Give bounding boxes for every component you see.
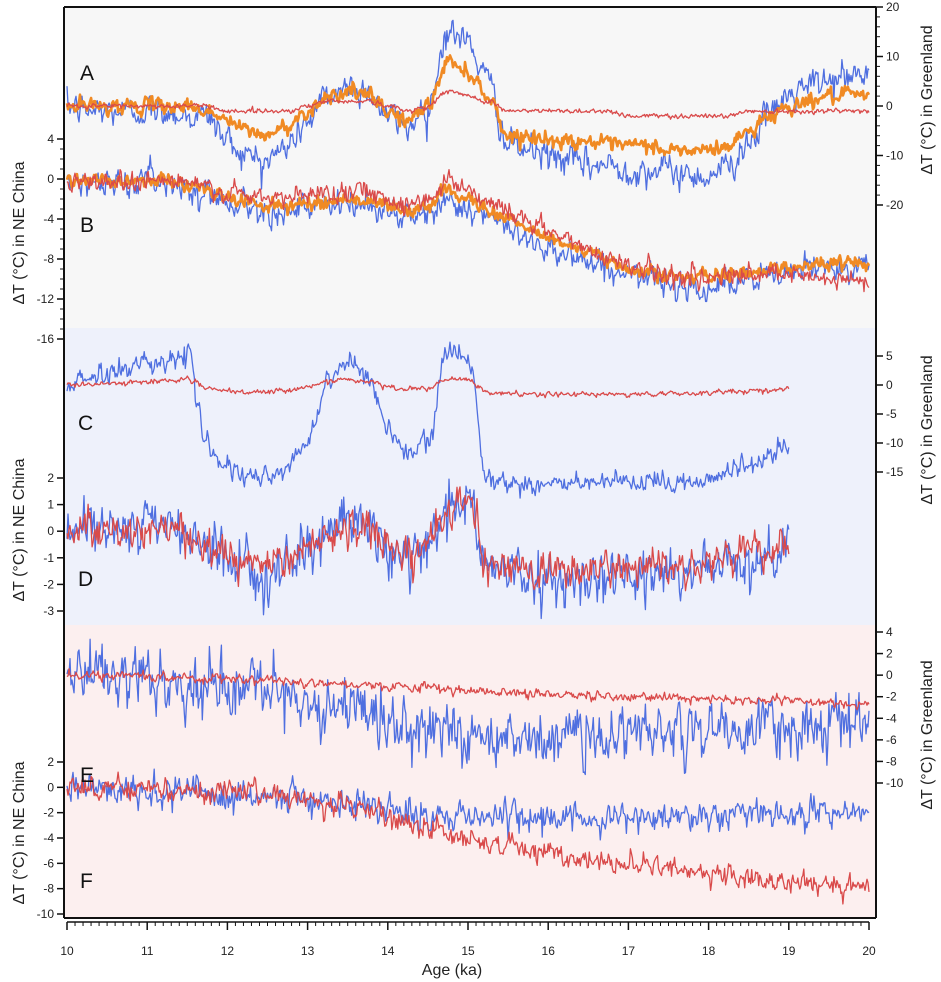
- right-tick-label-ef: 2: [886, 647, 893, 661]
- x-tick-label: 18: [702, 944, 716, 958]
- left-tick-label-ef: -4: [43, 831, 54, 845]
- right-tick-label-ef: -2: [886, 690, 897, 704]
- series-line-b-blue: [66, 154, 870, 303]
- series-line-b-red: [66, 168, 870, 293]
- left-tick-label-ef: -6: [43, 856, 54, 870]
- right-tick-label-ef: -8: [886, 754, 897, 768]
- left-tick-label-ab: -16: [37, 332, 55, 346]
- x-tick-label: 13: [301, 944, 315, 958]
- right-axis-title-ef: ΔT (°C) in Greenland: [919, 660, 936, 809]
- right-tick-label-cd: 5: [886, 349, 893, 363]
- right-tick-label-cd: -5: [886, 407, 897, 421]
- x-tick-label: 10: [60, 944, 74, 958]
- x-axis-title: Age (ka): [422, 962, 482, 979]
- section-background-cd: [64, 328, 876, 625]
- series-line-a-red: [66, 89, 870, 120]
- panel-label-b: B: [80, 214, 94, 237]
- left-tick-label-ef: -2: [43, 806, 54, 820]
- left-tick-label-cd: -3: [43, 604, 54, 618]
- x-tick-label: 12: [221, 944, 235, 958]
- right-tick-label-ef: -4: [886, 711, 897, 725]
- series-line-c-red: [66, 375, 790, 399]
- left-tick-label-ab: 0: [47, 172, 54, 186]
- section-background-ef: [64, 625, 876, 918]
- left-tick-label-cd: -2: [43, 577, 54, 591]
- left-tick-label-cd: 0: [47, 524, 54, 538]
- x-tick-label: 20: [862, 944, 876, 958]
- left-tick-label-cd: 1: [47, 498, 54, 512]
- left-tick-label-ab: 4: [47, 132, 54, 146]
- right-tick-label-ab: -10: [886, 149, 904, 163]
- left-axis-title-cd: ΔT (°C) in NE China: [11, 458, 28, 601]
- series-line-e-red: [66, 668, 870, 711]
- x-tick-label: 17: [622, 944, 636, 958]
- panel-label-e: E: [80, 764, 94, 787]
- right-tick-label-cd: -10: [886, 436, 904, 450]
- panel-label-d: D: [78, 568, 93, 591]
- left-tick-label-ef: 0: [47, 780, 54, 794]
- left-tick-label-ab: -8: [43, 252, 54, 266]
- right-tick-label-cd: -15: [886, 465, 904, 479]
- x-tick-label: 19: [782, 944, 796, 958]
- panel-label-a: A: [80, 62, 94, 85]
- x-tick-label: 16: [542, 944, 556, 958]
- panel-label-f: F: [80, 870, 93, 893]
- left-tick-label-cd: 2: [47, 471, 54, 485]
- right-tick-label-ab: 20: [886, 0, 900, 14]
- left-axis-title-ab: ΔT (°C) in NE China: [11, 161, 28, 304]
- right-axis-title-cd: ΔT (°C) in Greenland: [919, 355, 936, 504]
- right-tick-label-ab: 10: [886, 50, 900, 64]
- right-tick-label-ab: 0: [886, 99, 893, 113]
- x-tick-label: 15: [461, 944, 475, 958]
- left-tick-label-ab: -4: [43, 212, 54, 226]
- panel-label-c: C: [78, 412, 93, 435]
- right-tick-label-ef: 4: [886, 625, 893, 639]
- series-line-c-blue: [66, 341, 790, 499]
- left-tick-label-ef: 2: [47, 755, 54, 769]
- left-tick-label-cd: -1: [43, 551, 54, 565]
- right-tick-label-cd: 0: [886, 378, 893, 392]
- right-tick-label-ef: -6: [886, 733, 897, 747]
- series-line-a-orange: [65, 54, 871, 157]
- left-tick-label-ef: -8: [43, 882, 54, 896]
- right-tick-label-ef: 0: [886, 668, 893, 682]
- series-line-e-blue: [66, 638, 870, 776]
- left-tick-label-ef: -10: [37, 907, 55, 921]
- right-axis-title-ab: ΔT (°C) in Greenland: [919, 25, 936, 174]
- left-tick-label-ab: -12: [37, 292, 55, 306]
- right-tick-label-ef: -10: [886, 776, 904, 790]
- right-tick-label-ab: -20: [886, 198, 904, 212]
- series-line-f-red: [66, 771, 870, 905]
- left-axis-title-ef: ΔT (°C) in NE China: [11, 761, 28, 904]
- x-tick-label: 11: [141, 944, 154, 958]
- series-line-d-red: [66, 486, 790, 592]
- x-tick-label: 14: [381, 944, 395, 958]
